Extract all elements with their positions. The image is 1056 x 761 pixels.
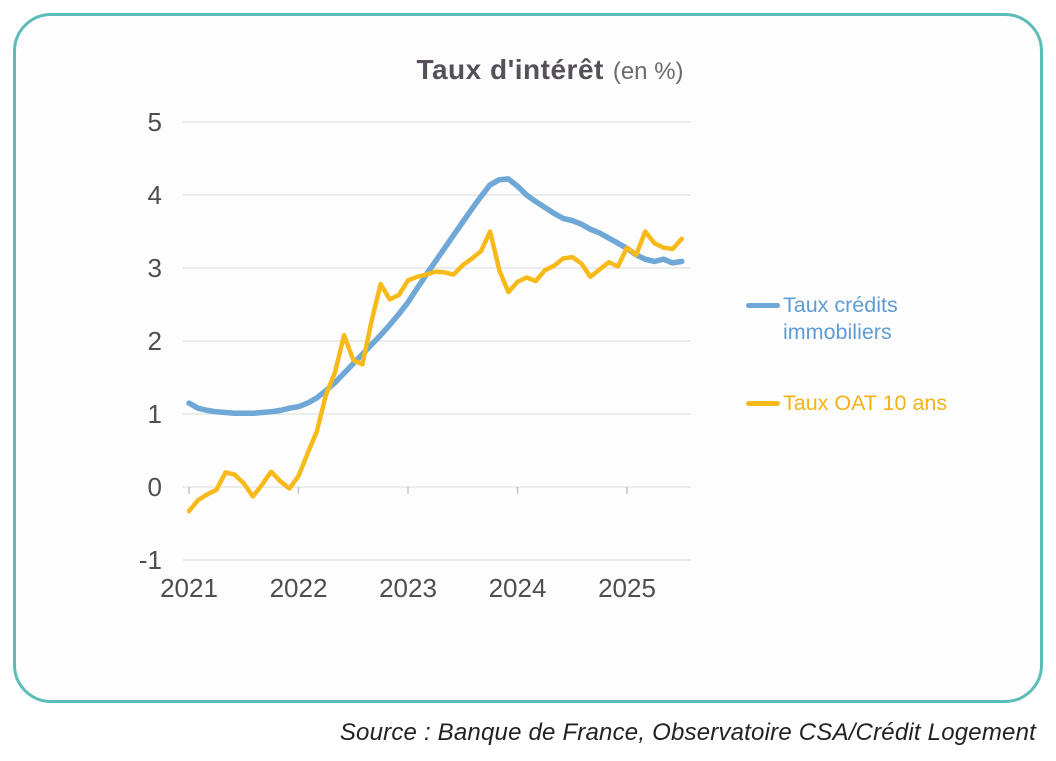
yellow-line-swatch-icon	[746, 401, 780, 406]
y-axis-label-4: 4	[148, 180, 162, 210]
chart-title-unit: (en %)	[612, 58, 684, 85]
legend-item-taux-oat: Taux OAT 10 ans	[746, 390, 956, 417]
y-axis-label-5: 5	[148, 107, 162, 137]
blue-line-swatch-icon	[746, 303, 780, 308]
legend-label-taux-credits: Taux crédits immobiliers	[783, 293, 898, 344]
x-axis-label-2023: 2023	[379, 573, 437, 603]
chart-legend: Taux crédits immobiliers Taux OAT 10 ans	[746, 292, 956, 417]
y-axis-label-0: 0	[148, 472, 162, 502]
series-line-taux-credits	[186, 176, 685, 417]
y-axis-label-2: 2	[148, 326, 162, 356]
legend-item-taux-credits: Taux crédits immobiliers	[746, 292, 956, 346]
x-axis-label-2024: 2024	[489, 573, 547, 603]
chart-title-main: Taux d'intérêt	[416, 54, 604, 85]
y-axis-label-3: 3	[148, 253, 162, 283]
series-line-taux-oat	[186, 229, 685, 514]
x-axis-label-2022: 2022	[270, 573, 328, 603]
x-axis-label-2021: 2021	[160, 573, 218, 603]
x-axis-label-2025: 2025	[598, 573, 656, 603]
chart-card	[13, 13, 1043, 703]
source-caption: Source : Banque de France, Observatoire …	[339, 719, 1036, 746]
y-axis-label-1: 1	[148, 399, 162, 429]
chart-title: Taux d'intérêt (en %)	[95, 54, 1005, 86]
y-axis-label--1: -1	[139, 545, 162, 575]
legend-label-taux-oat: Taux OAT 10 ans	[783, 391, 948, 415]
